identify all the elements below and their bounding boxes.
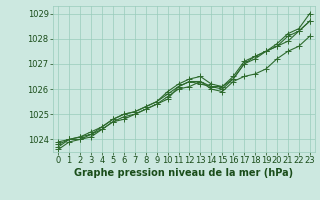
X-axis label: Graphe pression niveau de la mer (hPa): Graphe pression niveau de la mer (hPa) (75, 168, 293, 178)
